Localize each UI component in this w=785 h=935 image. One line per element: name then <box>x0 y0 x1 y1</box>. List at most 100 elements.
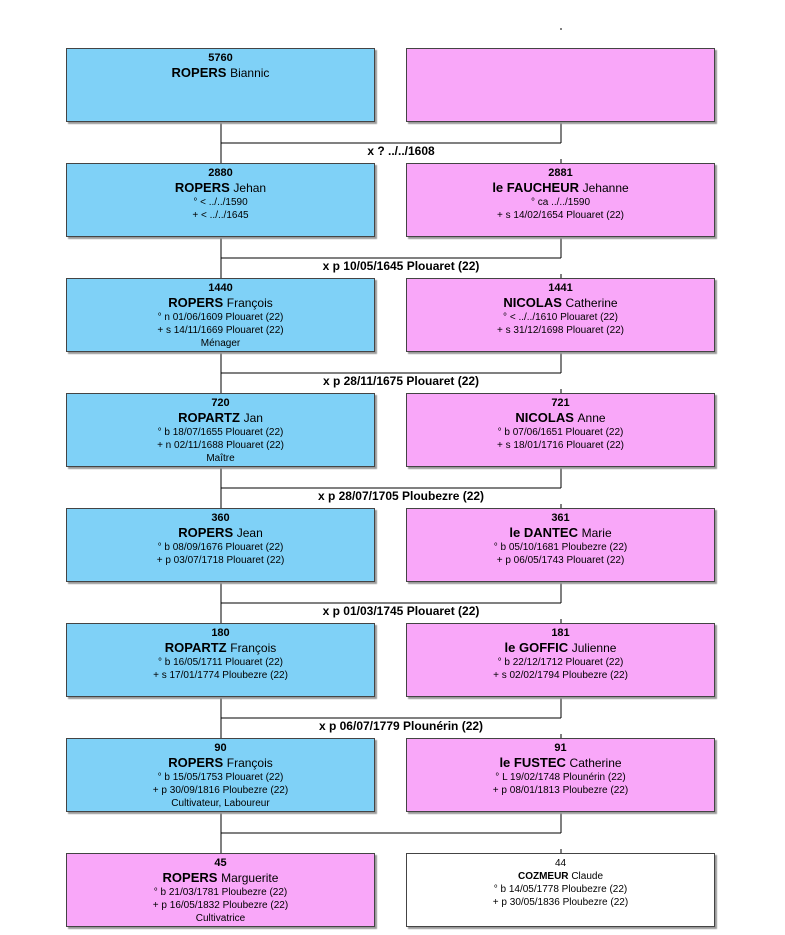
surname: le DANTEC <box>509 525 578 540</box>
given-name: Anne <box>577 411 606 425</box>
person-box-180[interactable]: 180 ROPARTZ François ° b 16/05/1711 Plouar… <box>66 623 375 697</box>
person-name: ROPERS Biannic <box>67 65 374 81</box>
life-event: + p 08/01/1813 Ploubezre (22) <box>492 785 629 796</box>
person-box-361[interactable]: 361 le DANTEC Marie ° b 05/10/1681 Ploubez… <box>406 508 715 582</box>
occupation: Cultivateur, Laboureur <box>171 798 270 809</box>
marriage-label: x p 28/07/1705 Ploubezre (22) <box>317 489 485 503</box>
person-name: ROPERS François <box>67 295 374 311</box>
life-event: ° L 19/02/1748 Plounérin (22) <box>495 772 626 783</box>
occupation: Cultivatrice <box>195 913 246 924</box>
person-box-44[interactable]: 44 COZMEUR Claude ° b 14/05/1778 Ploubezre… <box>406 853 715 927</box>
person-name: le DANTEC Marie <box>407 525 714 541</box>
person-box-360[interactable]: 360 ROPERS Jean ° b 08/09/1676 Plouaret (2… <box>66 508 375 582</box>
person-box-721[interactable]: 721 NICOLAS Anne ° b 07/06/1651 Plouaret (… <box>406 393 715 467</box>
life-event: + s 31/12/1698 Plouaret (22) <box>496 325 625 336</box>
occupation: Maître <box>206 453 235 464</box>
life-event: + s 14/11/1669 Plouaret (22) <box>157 325 284 336</box>
given-name: Marie <box>581 526 612 540</box>
person-box-90[interactable]: 90 ROPERS François ° b 15/05/1753 Plouaret… <box>66 738 375 812</box>
given-name: Catherine <box>569 756 622 770</box>
surname: NICOLAS <box>515 410 574 425</box>
life-event: ° ca ../../1590 <box>530 197 591 208</box>
life-event: + p 16/05/1832 Ploubezre (22) <box>152 900 289 911</box>
surname: ROPARTZ <box>178 410 240 425</box>
surname: le GOFFIC <box>504 640 569 655</box>
sosa-number: 2881 <box>548 167 573 179</box>
given-name: Claude <box>571 871 604 882</box>
life-event: ° b 16/05/1711 Plouaret (22) <box>157 657 283 668</box>
person-box-wife[interactable] <box>406 48 715 122</box>
occupation: Ménager <box>200 338 241 349</box>
surname: ROPERS <box>171 65 227 80</box>
person-box-91[interactable]: 91 le FUSTEC Catherine ° L 19/02/1748 Plou… <box>406 738 715 812</box>
life-event: ° b 22/12/1712 Plouaret (22) <box>497 657 624 668</box>
life-event: + p 06/05/1743 Plouaret (22) <box>496 555 625 566</box>
given-name: Jean <box>236 526 263 540</box>
sosa-number: 720 <box>211 397 230 409</box>
person-name: NICOLAS Anne <box>407 410 714 426</box>
given-name: François <box>230 641 277 655</box>
person-name: ROPERS Jean <box>67 525 374 541</box>
life-event: + p 03/07/1718 Plouaret (22) <box>156 555 285 566</box>
person-box-2881[interactable]: 2881 le FAUCHEUR Jehanne ° ca ../../1590 + … <box>406 163 715 237</box>
surname: COZMEUR <box>517 871 569 882</box>
sosa-number: 1441 <box>548 282 573 294</box>
marriage-label: x p 01/03/1745 Plouaret (22) <box>322 604 480 618</box>
life-event: ° b 15/05/1753 Plouaret (22) <box>157 772 284 783</box>
sosa-number: 180 <box>211 627 230 639</box>
life-event: + s 02/02/1794 Ploubezre (22) <box>493 670 628 681</box>
sosa-number: 44 <box>554 858 567 869</box>
marriage-label: x ? ../../1608 <box>367 144 435 158</box>
sosa-number: 181 <box>551 627 570 639</box>
person-box-2880[interactable]: 2880 ROPERS Jehan ° < ../../1590 + < ../../… <box>66 163 375 237</box>
person-box-45[interactable]: 45 ROPERS Marguerite ° b 21/03/1781 Ploube… <box>66 853 375 927</box>
person-box-720[interactable]: 720 ROPARTZ Jan ° b 18/07/1655 Plouaret (2… <box>66 393 375 467</box>
person-box-5760[interactable]: 5760 ROPERS Biannic <box>66 48 375 122</box>
life-event: ° b 08/09/1676 Plouaret (22) <box>157 542 284 553</box>
sosa-number: 361 <box>551 512 570 524</box>
sosa-number: 721 <box>551 397 570 409</box>
surname: ROPERS <box>178 525 234 540</box>
life-event: ° b 07/06/1651 Plouaret (22) <box>497 427 624 438</box>
sosa-number: 5760 <box>208 52 233 64</box>
person-name: ROPARTZ Jan <box>67 410 374 426</box>
person-name: NICOLAS Catherine <box>407 295 714 311</box>
life-event: ° n 01/06/1609 Plouaret (22) <box>157 312 284 323</box>
person-name: ROPARTZ François <box>67 640 374 656</box>
person-name: le FAUCHEUR Jehanne <box>407 180 714 196</box>
surname: ROPERS <box>162 870 218 885</box>
surname: ROPERS <box>168 755 224 770</box>
person-box-1441[interactable]: 1441 NICOLAS Catherine ° < ../../1610 Plou… <box>406 278 715 352</box>
given-name: Catherine <box>565 296 618 310</box>
sosa-number: 360 <box>211 512 230 524</box>
surname: ROPERS <box>174 180 230 195</box>
surname: NICOLAS <box>503 295 562 310</box>
life-event: ° b 18/07/1655 Plouaret (22) <box>157 427 284 438</box>
marriage-label: x p 06/07/1779 Plounérin (22) <box>318 719 484 733</box>
person-box-1440[interactable]: 1440 ROPERS François ° n 01/06/1609 Plouar… <box>66 278 375 352</box>
life-event: ° b 05/10/1681 Ploubezre (22) <box>493 542 628 553</box>
life-event: + s 17/01/1774 Ploubezre (22) <box>153 670 288 681</box>
person-name: le GOFFIC Julienne <box>407 640 714 656</box>
surname: ROPERS <box>168 295 224 310</box>
given-name: Biannic <box>230 66 270 80</box>
person-name: COZMEUR Claude <box>407 870 714 883</box>
life-event: ° b 14/05/1778 Ploubezre (22) <box>493 884 628 895</box>
surname: le FUSTEC <box>499 755 566 770</box>
life-event: + p 30/05/1836 Ploubezre (22) <box>492 897 629 908</box>
life-event: + < ../../1645 <box>192 210 249 221</box>
given-name: Marguerite <box>221 871 279 885</box>
sosa-number: 45 <box>214 857 227 869</box>
sosa-number: 90 <box>214 742 227 754</box>
person-box-181[interactable]: 181 le GOFFIC Julienne ° b 22/12/1712 Plou… <box>406 623 715 697</box>
marriage-label: x p 28/11/1675 Plouaret (22) <box>322 374 480 388</box>
life-event: ° < ../../1610 Plouaret (22) <box>503 312 618 323</box>
surname: ROPARTZ <box>164 640 227 655</box>
given-name: Julienne <box>571 641 617 655</box>
given-name: Jehanne <box>582 181 629 195</box>
life-event: + s 18/01/1716 Plouaret (22) <box>496 440 625 451</box>
marriage-label: x p 10/05/1645 Plouaret (22) <box>322 259 480 273</box>
given-name: Jan <box>243 411 263 425</box>
